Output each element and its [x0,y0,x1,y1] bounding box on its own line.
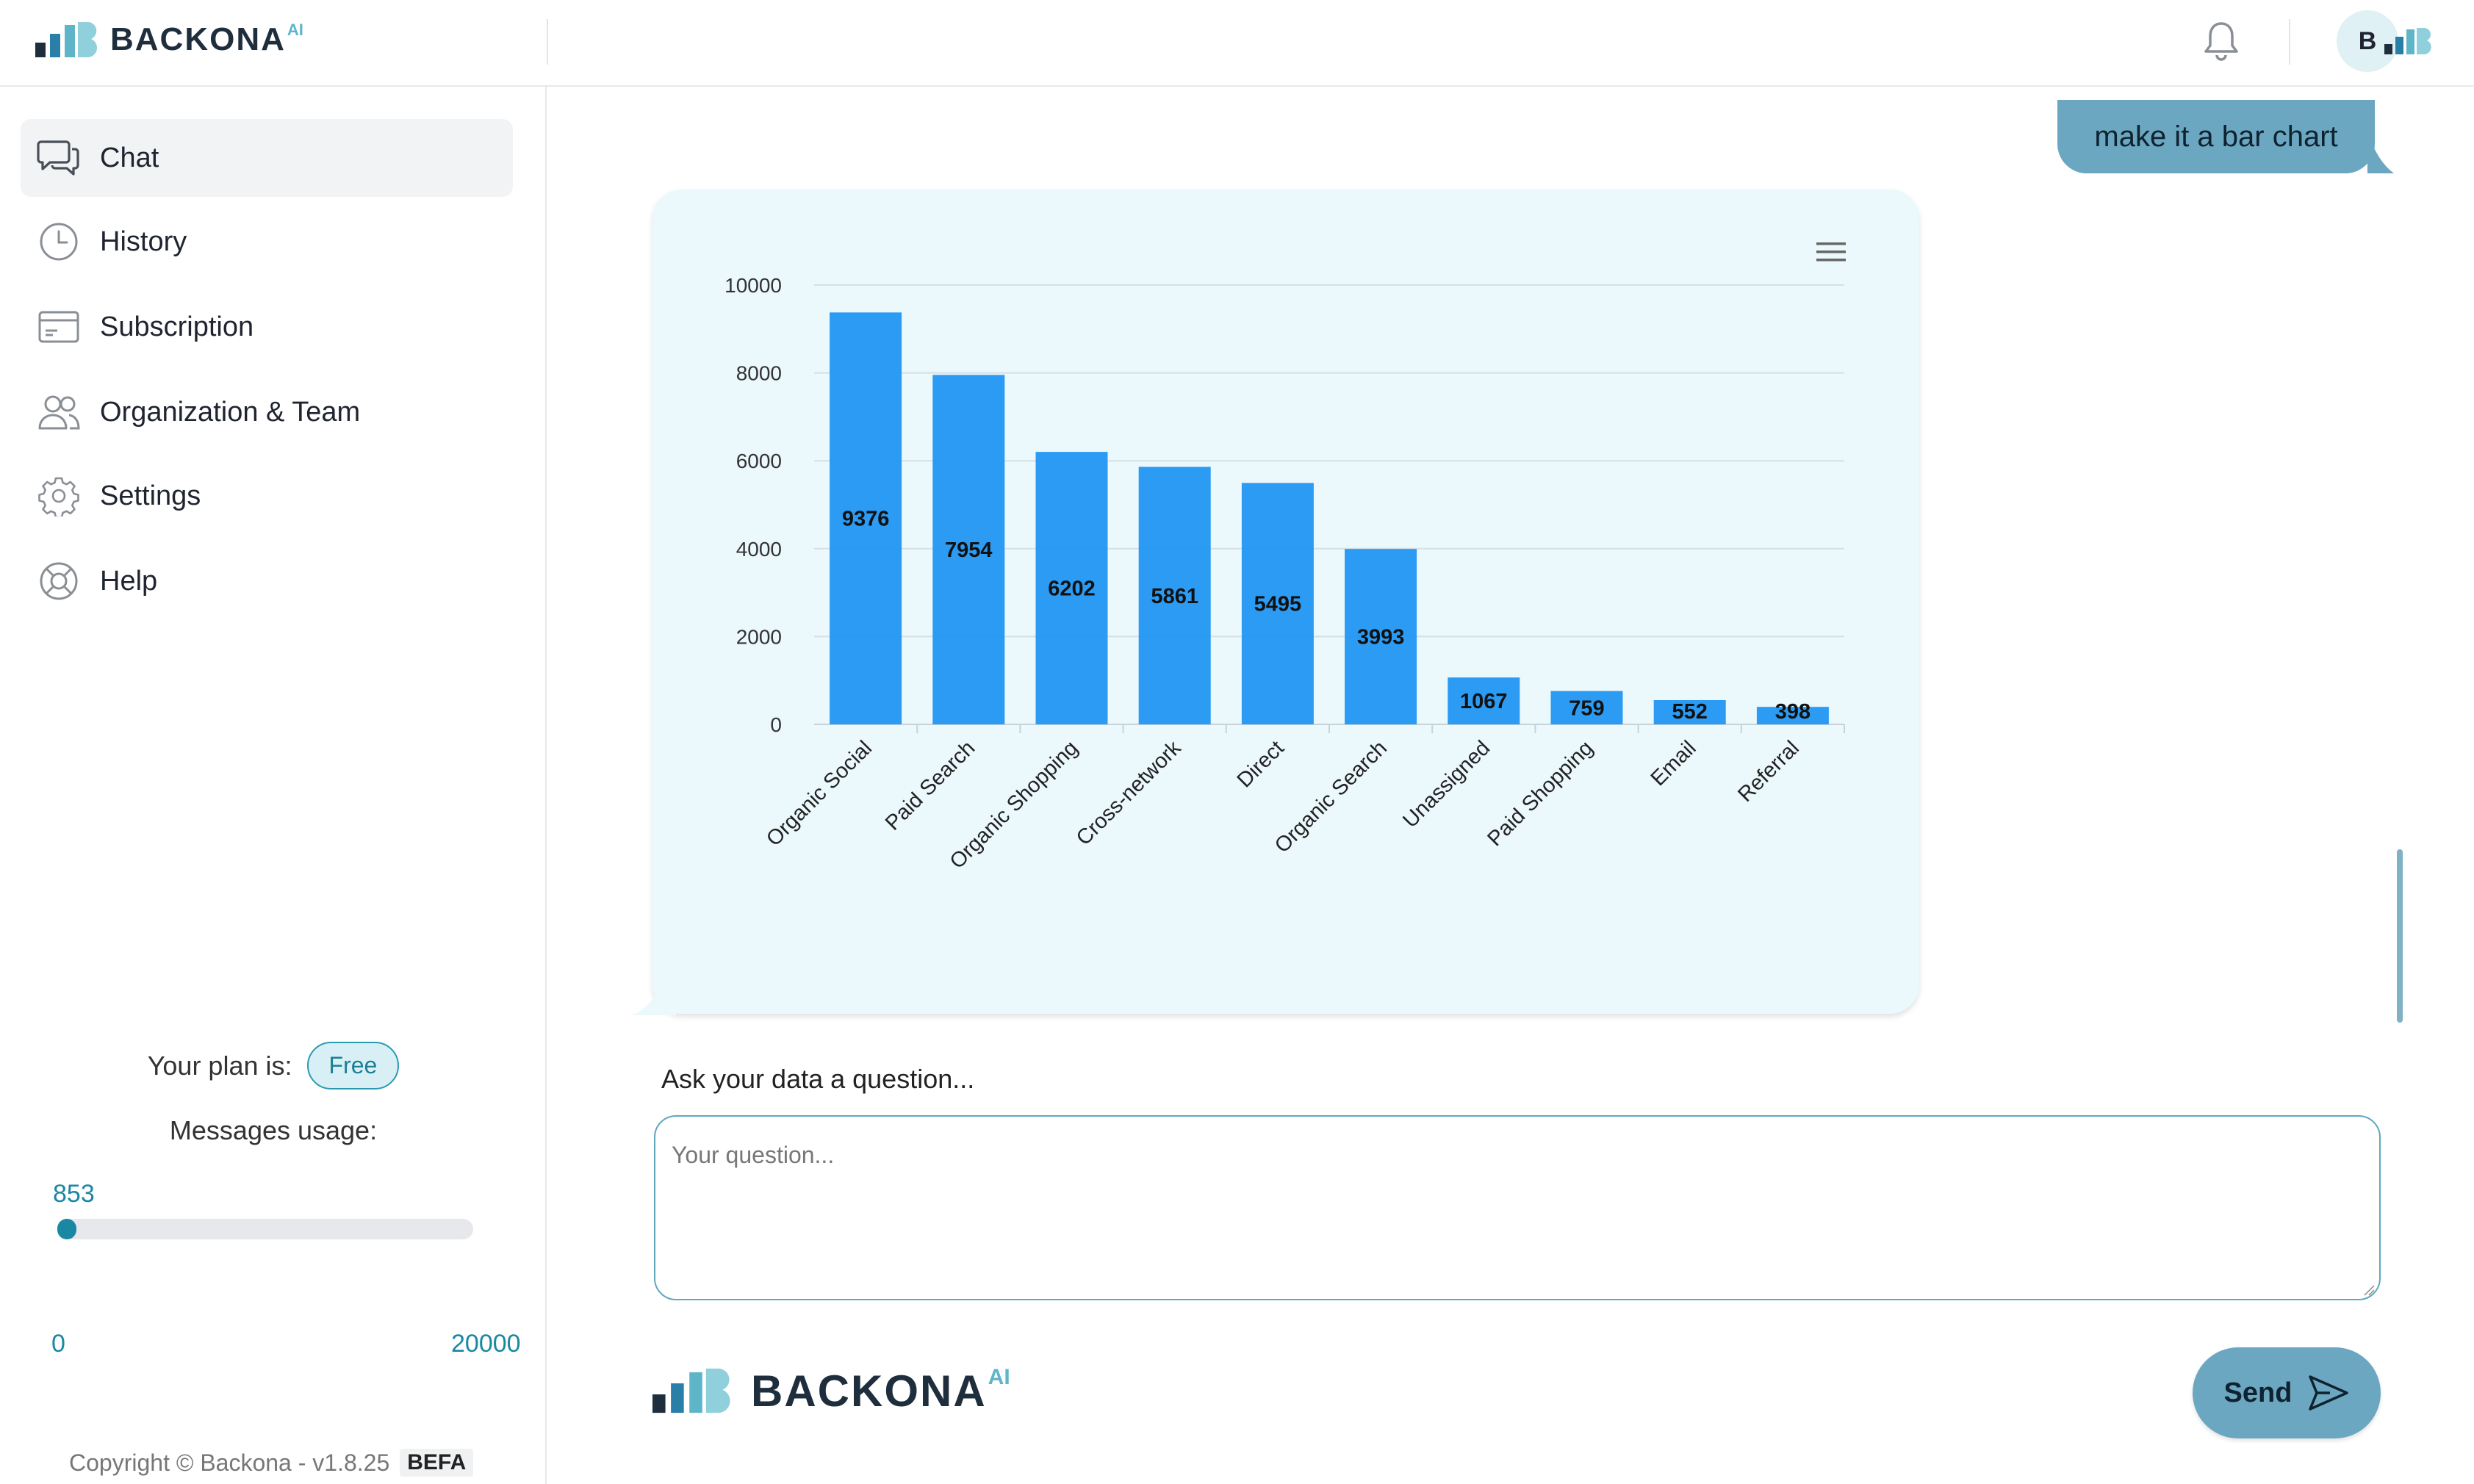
send-button[interactable]: Send [2193,1347,2381,1438]
usage-progress-fill [57,1219,76,1239]
bar [830,312,902,724]
bar-chart: 0 2000 4000 6000 8000 10000 9376 Organic Social… [724,274,1845,874]
data-label: 9376 [842,508,890,531]
data-label: 1067 [1460,690,1508,713]
usage-max-value: 20000 [451,1330,521,1358]
x-tick-label: Paid Search [881,736,979,835]
usage-min-value: 0 [51,1330,65,1358]
brand-name: BACKONA [751,1366,987,1416]
chat-bubbles-icon [37,136,81,180]
data-label: 7954 [945,539,993,562]
usage-current-value: 853 [53,1180,95,1208]
brand-logo[interactable]: BACKONA AI [35,21,303,59]
avatar-brand-icon [2384,28,2431,54]
question-input[interactable] [654,1115,2381,1300]
chart-menu-icon[interactable] [1815,239,1847,264]
send-label: Send [2223,1377,2293,1408]
backona-logo-icon [35,22,98,57]
bar [1241,483,1314,724]
header-divider [2289,19,2290,65]
brand-superscript: AI [988,1365,1010,1389]
sidebar-item-label: Organization & Team [100,396,361,428]
x-tick-label: Paid Shopping [1483,736,1597,851]
x-tick-label: Organic Search [1270,736,1392,857]
chat-scrollbar[interactable] [2397,849,2403,1023]
sidebar-item-label: Chat [100,142,159,173]
plan-badge[interactable]: Free [306,1042,400,1089]
sidebar-item-help[interactable]: Help [21,542,513,620]
bar [1345,549,1417,724]
top-header: BACKONA AI B [0,0,2474,87]
y-tick-label: 4000 [736,538,782,561]
bar [1756,707,1829,724]
y-tick-label: 0 [770,713,782,736]
copyright-text: Copyright © Backona - v1.8.25 [69,1449,390,1476]
x-tick-label: Direct [1233,736,1289,792]
bubble-tail [2367,132,2394,173]
sidebar-item-label: Help [100,565,158,597]
data-label: 759 [1569,696,1604,720]
sidebar-item-label: Settings [100,480,201,511]
users-icon [37,390,81,434]
usage-progress-bar [57,1219,473,1239]
brand-superscript: AI [287,21,303,39]
sidebar-item-settings[interactable]: Settings [21,457,513,535]
y-tick-label: 10000 [724,274,782,297]
resize-handle-icon[interactable] [2363,1284,2375,1296]
header-divider [547,19,548,65]
y-tick-label: 2000 [736,625,782,648]
bar [1138,467,1211,724]
data-label: 6202 [1048,577,1096,601]
user-avatar[interactable]: B [2337,10,2398,72]
data-label: 3993 [1357,626,1405,649]
send-arrow-icon [2309,1375,2349,1411]
bar [1550,691,1623,724]
avatar-initial: B [2358,26,2377,55]
sidebar-item-organization-team[interactable]: Organization & Team [21,373,513,451]
lifebuoy-icon [37,559,81,603]
x-tick-label: Email [1647,736,1701,790]
bar [1448,677,1520,724]
x-tick-label: Unassigned [1398,736,1495,832]
plan-info: Your plan is: Free [0,1042,547,1089]
footer-brand-logo: BACKONA AI [652,1365,1010,1416]
data-label: 5861 [1151,585,1198,608]
user-message-bubble: make it a bar chart [2057,100,2375,173]
sidebar-item-label: Subscription [100,311,254,342]
gear-icon [37,474,81,518]
copyright-tag: BEFA [400,1449,474,1477]
x-tick-label: Organic Social [762,736,877,851]
user-message-text: make it a bar chart [2094,120,2338,153]
sidebar-item-subscription[interactable]: Subscription [21,288,513,366]
bar [1035,452,1108,724]
data-label: 552 [1672,700,1708,724]
plan-label: Your plan is: [147,1050,292,1081]
brand-name: BACKONA [110,21,286,57]
notification-bell-icon[interactable] [2201,19,2242,63]
usage-label: Messages usage: [169,1115,378,1145]
ask-label: Ask your data a question... [661,1064,975,1094]
sidebar: Chat History Subscription [0,87,547,1484]
backona-logo-icon [652,1368,730,1413]
sidebar-item-chat[interactable]: Chat [21,119,513,197]
x-tick-label: Cross-network [1072,736,1186,850]
bar [932,375,1005,724]
bar [1653,699,1726,724]
credit-card-icon [37,305,81,349]
sidebar-item-history[interactable]: History [21,203,513,281]
x-tick-label: Referral [1733,736,1804,807]
clock-icon [37,220,81,264]
copyright: Copyright © Backona - v1.8.25 BEFA [69,1449,474,1477]
y-tick-label: 8000 [736,362,782,385]
card-tail [632,989,676,1015]
y-tick-label: 6000 [736,450,782,472]
sidebar-item-label: History [100,226,187,257]
data-label: 5495 [1254,593,1302,616]
data-label: 398 [1775,700,1810,724]
